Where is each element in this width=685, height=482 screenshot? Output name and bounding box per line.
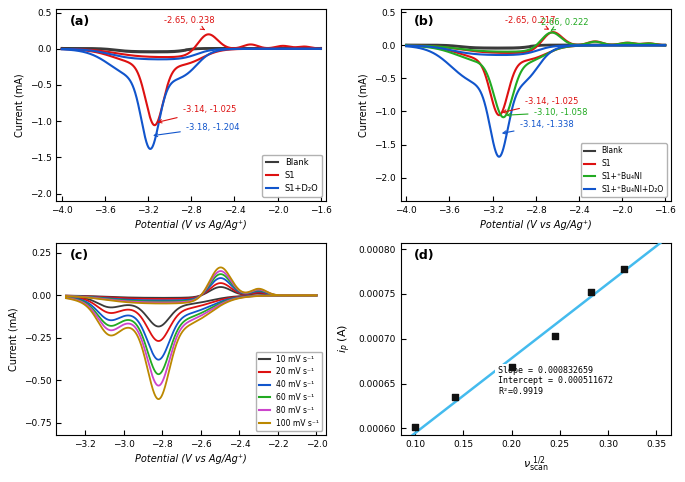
Y-axis label: Current (mA): Current (mA)	[358, 73, 369, 137]
Text: (a): (a)	[70, 14, 90, 27]
Text: -3.18, -1.204: -3.18, -1.204	[154, 123, 239, 136]
Text: (c): (c)	[70, 249, 89, 262]
Point	[549, 332, 560, 340]
Text: -3.10, -1.058: -3.10, -1.058	[508, 108, 587, 117]
X-axis label: Potential (V vs Ag/Ag⁺): Potential (V vs Ag/Ag⁺)	[136, 220, 247, 230]
Legend: Blank, S1, S1+D₂O: Blank, S1, S1+D₂O	[262, 155, 322, 197]
Point	[449, 393, 460, 401]
X-axis label: Potential (V vs Ag/Ag⁺): Potential (V vs Ag/Ag⁺)	[479, 220, 592, 230]
Point	[506, 363, 517, 371]
Point	[586, 288, 597, 296]
Y-axis label: Current (mA): Current (mA)	[8, 307, 18, 371]
Text: (d): (d)	[414, 249, 435, 262]
Text: -2.65, 0.217: -2.65, 0.217	[506, 16, 556, 29]
Text: -2.65, 0.238: -2.65, 0.238	[164, 16, 215, 30]
Point	[410, 424, 421, 431]
Text: -3.14, -1.338: -3.14, -1.338	[503, 120, 573, 134]
Point	[618, 265, 629, 273]
Text: (b): (b)	[414, 14, 435, 27]
Text: -2.66, 0.222: -2.66, 0.222	[538, 18, 588, 30]
Text: -3.14, -1.025: -3.14, -1.025	[158, 106, 236, 123]
Y-axis label: $i_p\ \rm{(A)}$: $i_p\ \rm{(A)}$	[336, 324, 353, 353]
X-axis label: $\nu_{\rm scan}^{\ 1/2}$: $\nu_{\rm scan}^{\ 1/2}$	[523, 454, 549, 474]
X-axis label: Potential (V vs Ag/Ag⁺): Potential (V vs Ag/Ag⁺)	[136, 454, 247, 464]
Text: -3.14, -1.025: -3.14, -1.025	[503, 96, 578, 113]
Y-axis label: Current (mA): Current (mA)	[14, 73, 24, 137]
Legend: 10 mV s⁻¹, 20 mV s⁻¹, 40 mV s⁻¹, 60 mV s⁻¹, 80 mV s⁻¹, 100 mV s⁻¹: 10 mV s⁻¹, 20 mV s⁻¹, 40 mV s⁻¹, 60 mV s…	[256, 352, 322, 431]
Text: Slope = 0.000832659
Intercept = 0.000511672
R²=0.9919: Slope = 0.000832659 Intercept = 0.000511…	[498, 366, 613, 396]
Legend: Blank, S1, S1+⁺Bu₄NI, S1+⁺Bu₄NI+D₂O: Blank, S1, S1+⁺Bu₄NI, S1+⁺Bu₄NI+D₂O	[581, 144, 667, 197]
